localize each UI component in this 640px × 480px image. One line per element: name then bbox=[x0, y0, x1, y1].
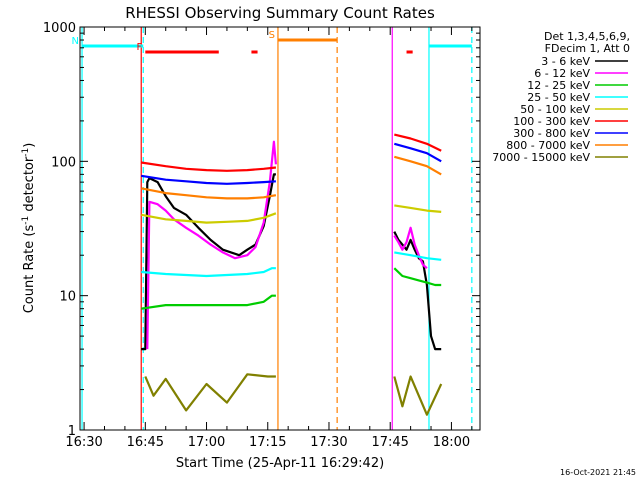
x-tick-label: 17:15 bbox=[249, 435, 286, 450]
legend-label-100-300-kev: 100 - 300 keV bbox=[513, 115, 590, 128]
series-layer bbox=[140, 133, 443, 416]
series-7000-15000-kev-segment-1 bbox=[393, 375, 443, 416]
series-6-12-kev-segment-1 bbox=[393, 226, 428, 270]
x-tick-label: 16:45 bbox=[127, 435, 164, 450]
legend-label-6-12-kev: 6 - 12 keV bbox=[534, 67, 590, 80]
y-tick-label: 1 bbox=[68, 424, 76, 439]
series-800-7000-kev-segment-0 bbox=[140, 187, 277, 200]
flag-label-f: F bbox=[137, 42, 143, 53]
x-tick-label: 17:45 bbox=[371, 435, 408, 450]
x-tick-label: 17:00 bbox=[188, 435, 225, 450]
series-7000-15000-kev-segment-0 bbox=[144, 373, 276, 412]
legend-header-line-2: FDecim 1, Att 0 bbox=[545, 42, 630, 55]
plot-frame bbox=[79, 26, 481, 431]
legend-label-800-7000-kev: 800 - 7000 keV bbox=[506, 139, 590, 152]
series-50-100-kev-segment-0 bbox=[141, 212, 277, 224]
series-3-6-kev-segment-0 bbox=[141, 173, 276, 351]
series-300-800-kev-segment-0 bbox=[141, 174, 276, 185]
chart-title: RHESSI Observing Summary Count Rates bbox=[125, 4, 435, 22]
axis-ticks: 16:30 16:45 17:00 17:15 17:30 17:45 18:00 1 10 10… bbox=[43, 21, 480, 450]
series-100-300-kev-segment-0 bbox=[141, 161, 277, 172]
y-tick-label: 10 bbox=[59, 290, 76, 305]
legend: Det 1,3,4,5,6,9, FDecim 1, Att 0 3 - 6 k… bbox=[492, 30, 630, 164]
flag-label-n: N bbox=[72, 36, 79, 47]
legend-label-25-50-kev: 25 - 50 keV bbox=[527, 91, 590, 104]
y-tick-label: 1000 bbox=[43, 21, 76, 36]
series-12-25-kev-segment-0 bbox=[141, 294, 276, 310]
legend-label-50-100-kev: 50 - 100 keV bbox=[520, 103, 590, 116]
series-100-300-kev-segment-1 bbox=[394, 133, 442, 152]
series-25-50-kev-segment-1 bbox=[394, 251, 442, 261]
timestamp: 16-Oct-2021 21:45 bbox=[560, 468, 636, 477]
series-3-6-kev-segment-1 bbox=[393, 231, 442, 351]
y-axis-label: Count Rate (s-1 detector-1) bbox=[21, 143, 37, 314]
series-6-12-kev-segment-0 bbox=[146, 140, 277, 350]
x-tick-label: 16:30 bbox=[65, 435, 102, 450]
legend-header-line-1: Det 1,3,4,5,6,9, bbox=[544, 30, 630, 43]
series-25-50-kev-segment-0 bbox=[141, 267, 276, 278]
series-50-100-kev-segment-1 bbox=[394, 204, 442, 213]
series-800-7000-kev-segment-1 bbox=[394, 155, 442, 176]
legend-label-3-6-kev: 3 - 6 keV bbox=[541, 55, 590, 68]
flag-bars: N F S bbox=[72, 30, 472, 54]
x-tick-label: 17:30 bbox=[310, 435, 347, 450]
series-300-800-kev-segment-1 bbox=[394, 142, 442, 163]
y-tick-label: 100 bbox=[51, 155, 76, 170]
x-tick-label: 18:00 bbox=[433, 435, 470, 450]
series-12-25-kev-segment-1 bbox=[393, 267, 442, 287]
legend-label-7000-15000-kev: 7000 - 15000 keV bbox=[492, 151, 590, 164]
legend-label-12-25-kev: 12 - 25 keV bbox=[527, 79, 590, 92]
legend-label-300-800-kev: 300 - 800 keV bbox=[513, 127, 590, 140]
vertical-markers bbox=[81, 27, 473, 430]
flag-label-s: S bbox=[269, 30, 275, 41]
x-axis-label: Start Time (25-Apr-11 16:29:42) bbox=[176, 456, 384, 471]
